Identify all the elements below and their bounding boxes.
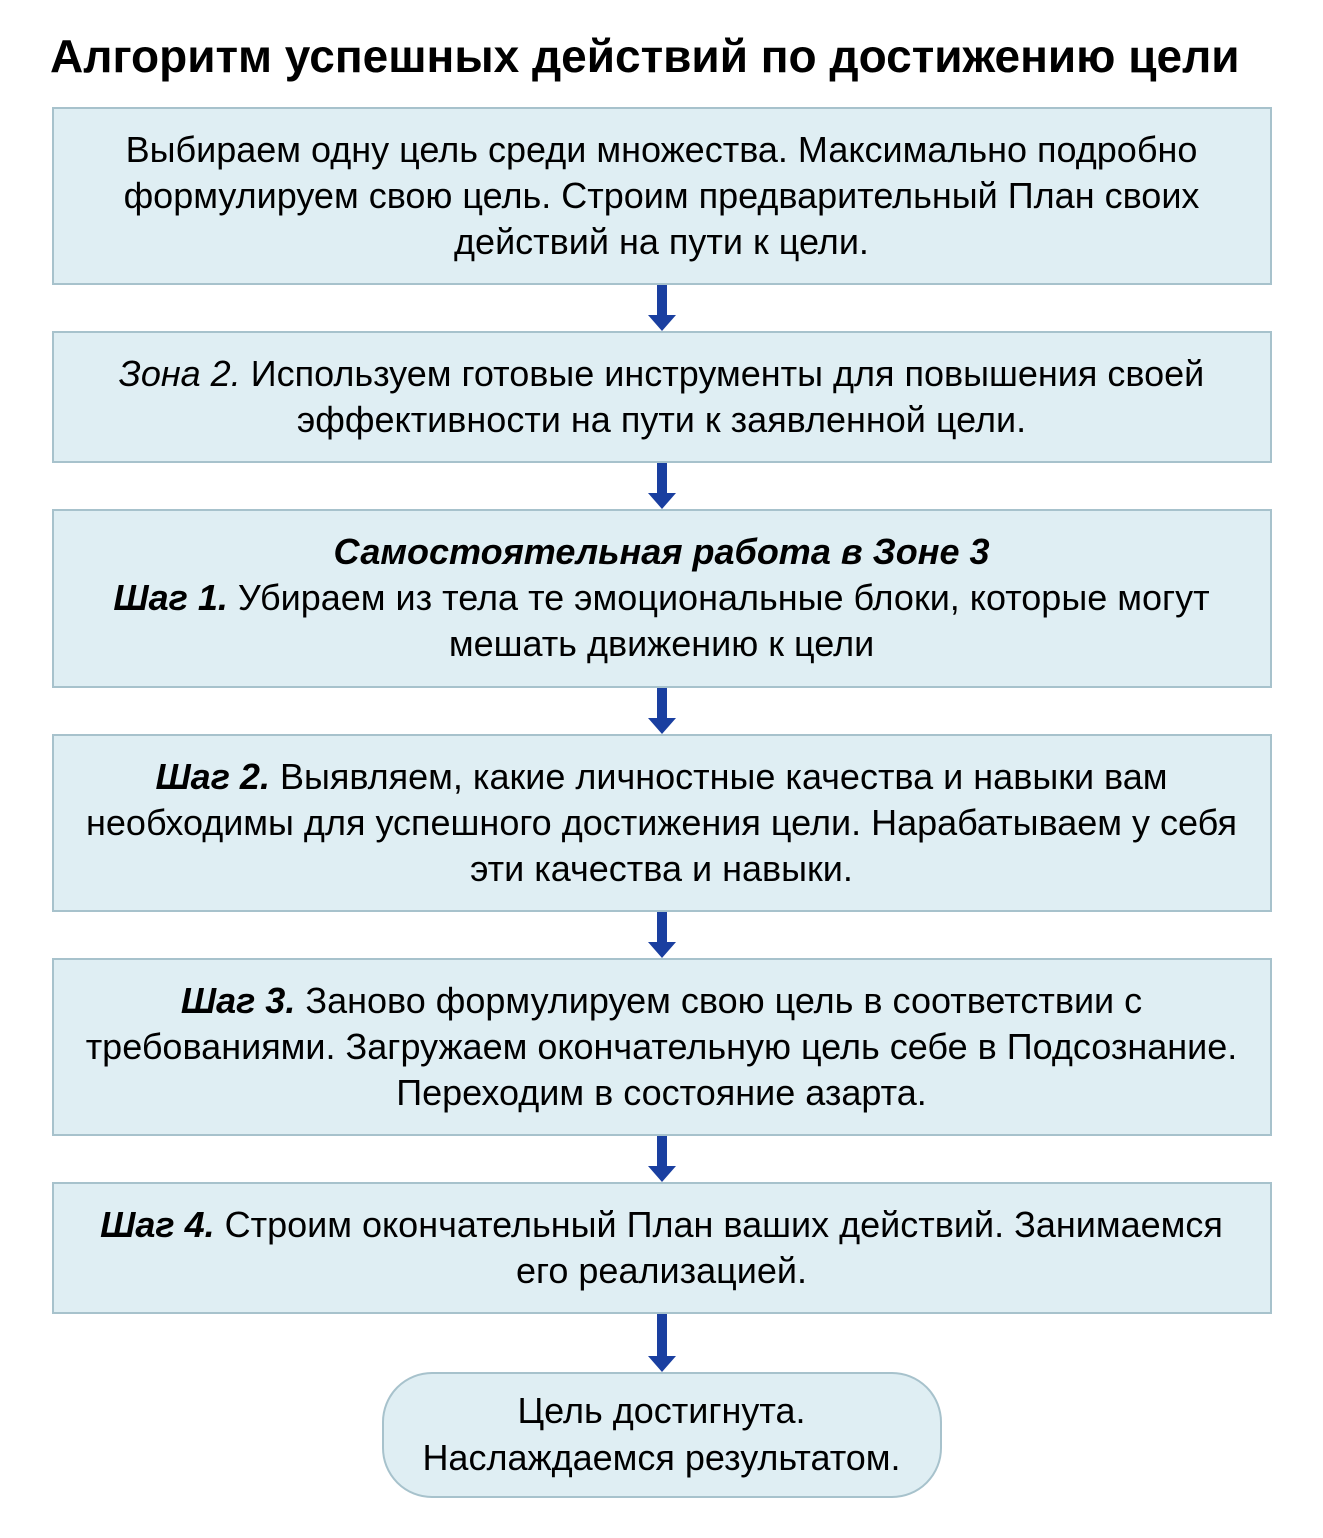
text-segment: Цель достигнута. — [518, 1390, 806, 1431]
arrow-down-icon — [648, 463, 676, 509]
text-segment: Наслаждаемся результатом. — [422, 1437, 900, 1478]
text-segment: Шаг 3. — [181, 980, 296, 1021]
flow-step-4: Шаг 2. Выявляем, какие личностные качест… — [52, 734, 1272, 912]
flow-step-6: Шаг 4. Строим окончательный План ваших д… — [52, 1182, 1272, 1314]
flow-step-3: Самостоятельная работа в Зоне 3 Шаг 1. Уб… — [52, 509, 1272, 687]
arrow-down-icon — [648, 285, 676, 331]
text-segment: Зона 2. — [119, 353, 241, 394]
text-segment: Убираем из тела те эмоциональные блоки, … — [228, 577, 1210, 664]
arrow-down-icon — [648, 912, 676, 958]
text-segment: Шаг 4. — [100, 1204, 215, 1245]
flow-step-2: Зона 2. Используем готовые инструменты д… — [52, 331, 1272, 463]
text-segment: Шаг 2. — [155, 756, 270, 797]
flow-step-5: Шаг 3. Заново формулируем свою цель в со… — [52, 958, 1272, 1136]
flowchart-page: Алгоритм успешных действий по достижению… — [0, 0, 1323, 1538]
text-segment: Используем готовые инструменты для повыш… — [241, 353, 1205, 440]
text-segment: Выбираем одну цель среди множества. Макс… — [124, 129, 1200, 262]
text-segment: Строим окончательный План ваших действий… — [215, 1204, 1223, 1291]
text-segment: Самостоятельная работа в Зоне 3 — [334, 531, 990, 572]
text-segment: Шаг 1. — [113, 577, 228, 618]
flow-step-1: Выбираем одну цель среди множества. Макс… — [52, 107, 1272, 285]
page-title: Алгоритм успешных действий по достижению… — [50, 30, 1240, 83]
flow-final: Цель достигнута. Наслаждаемся результатом… — [382, 1372, 942, 1498]
arrow-down-icon — [648, 1136, 676, 1182]
flowchart-body: Выбираем одну цель среди множества. Макс… — [40, 107, 1283, 1498]
arrow-down-icon — [648, 688, 676, 734]
arrow-down-icon — [648, 1314, 676, 1372]
